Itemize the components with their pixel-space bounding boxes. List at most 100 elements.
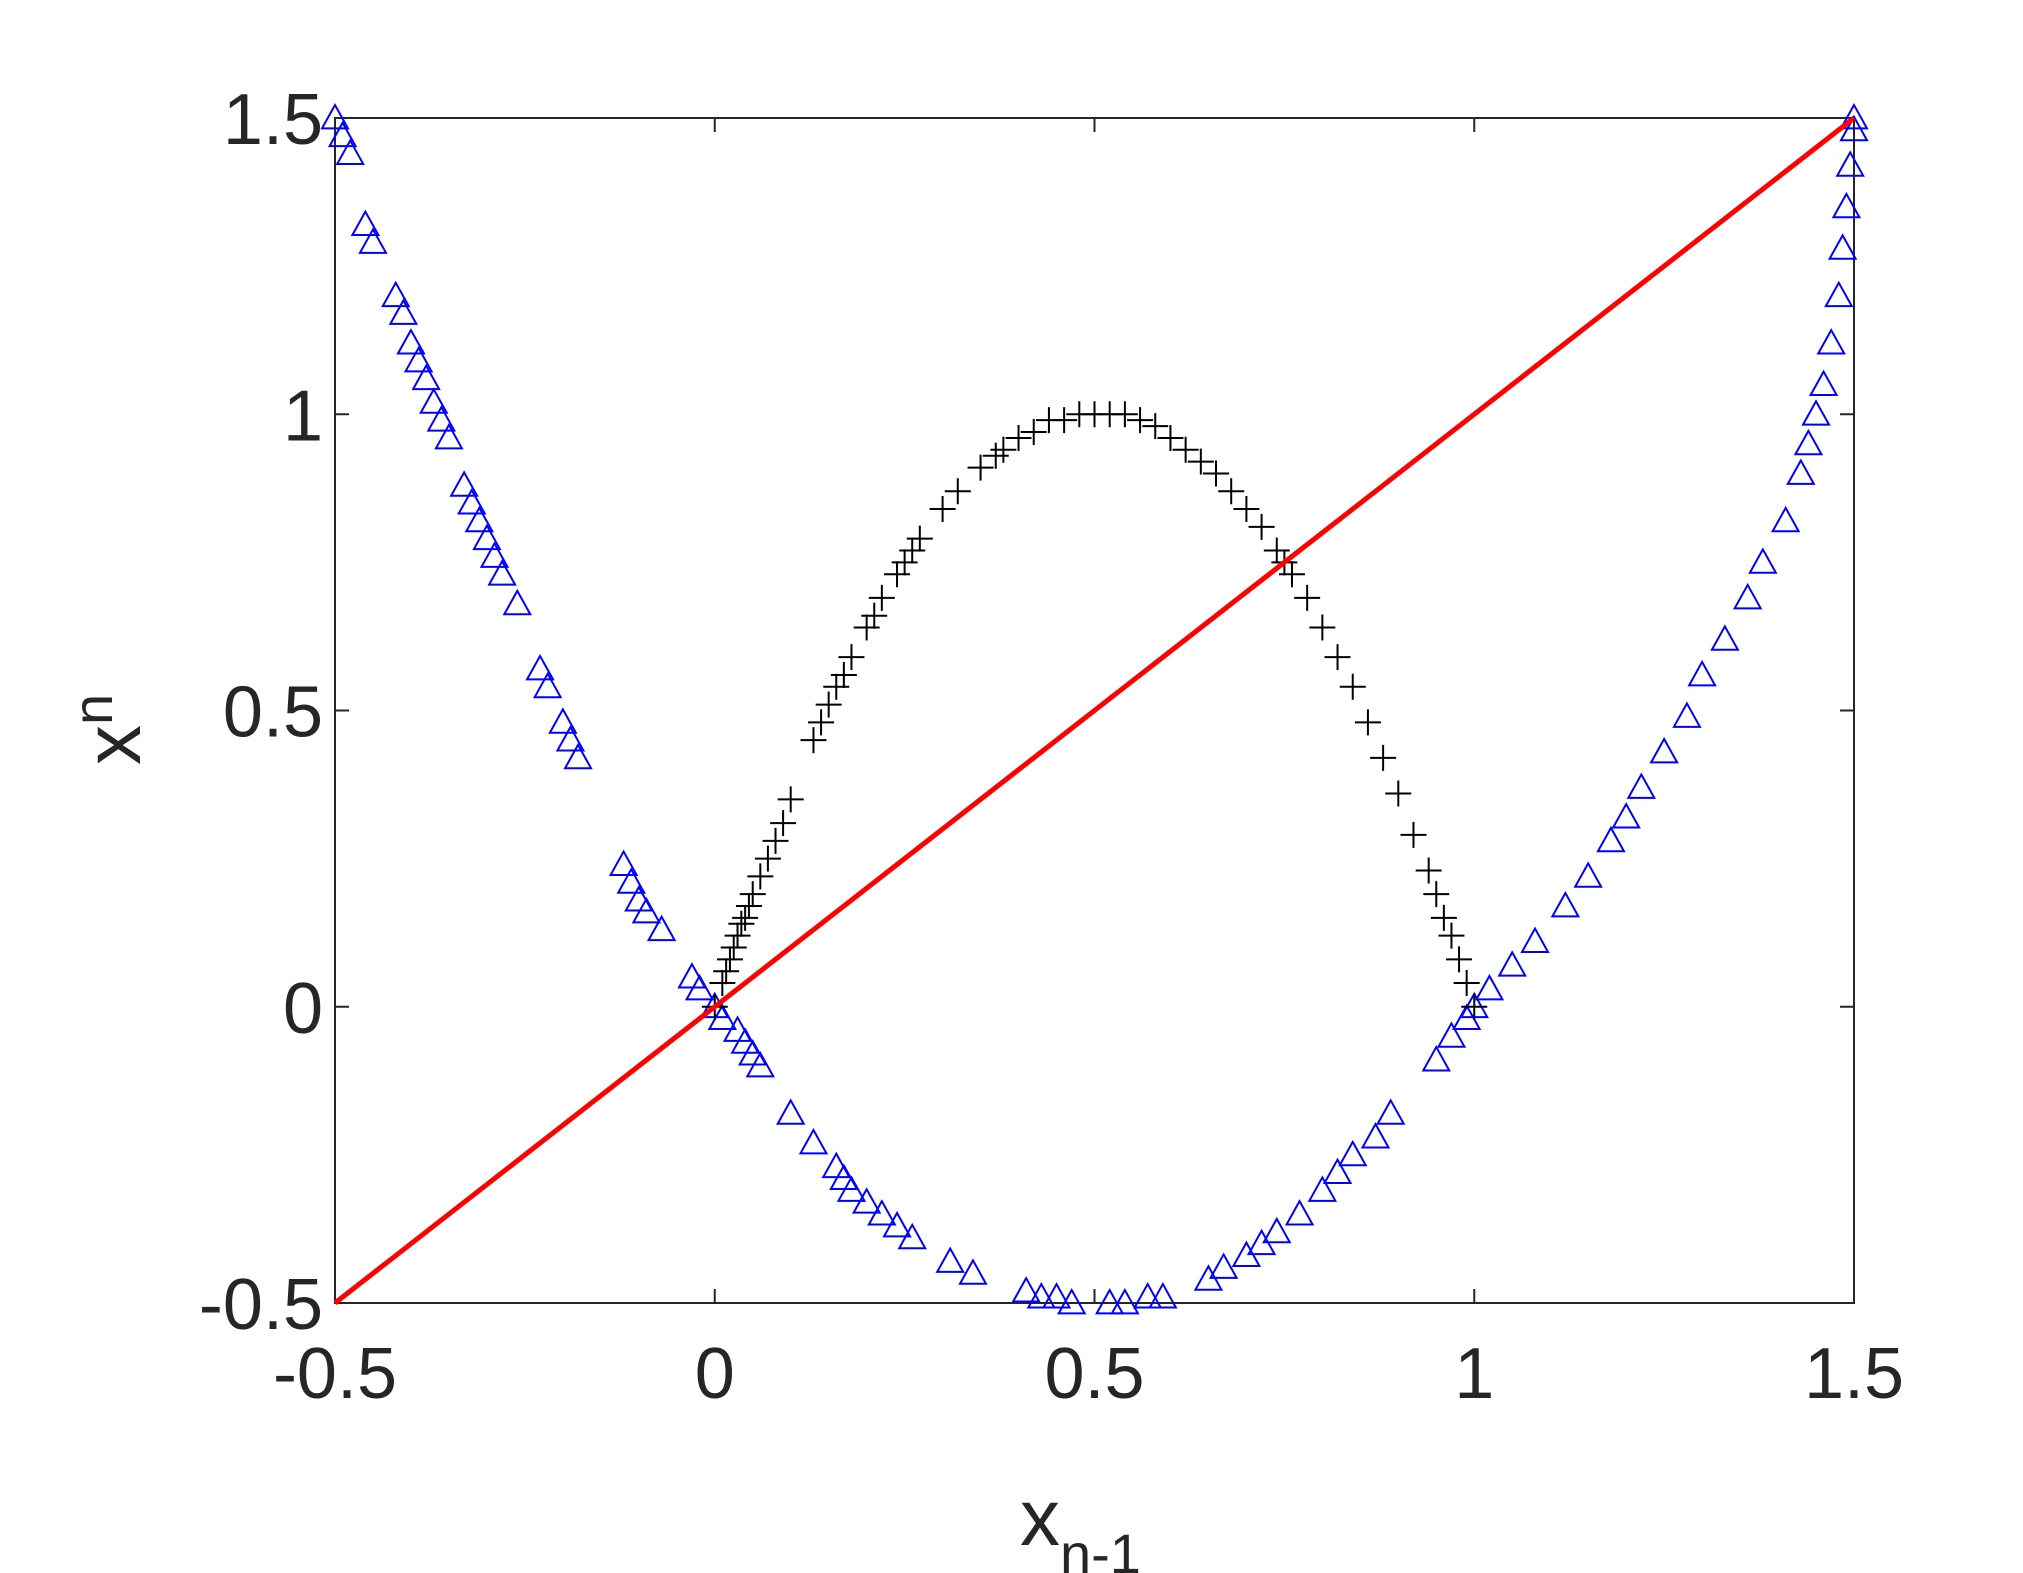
triangle-point (457, 488, 487, 515)
plus-point (929, 496, 956, 523)
plus-point (1423, 881, 1450, 908)
triangle-point (646, 914, 677, 942)
plus-point (891, 549, 918, 576)
triangle-point (396, 328, 426, 355)
triangle-point (419, 387, 449, 414)
plus-point (823, 673, 850, 700)
plus-point (1233, 496, 1260, 523)
triangle-point (958, 1258, 988, 1285)
triangle-point (403, 345, 434, 373)
triangle-point (1421, 1045, 1451, 1072)
triangle-point (1132, 1282, 1163, 1309)
plus-point (770, 810, 797, 837)
x-tick-label: 1.5 (1804, 1334, 1904, 1414)
triangle-point (882, 1210, 912, 1238)
triangle-point (388, 298, 419, 325)
triangle-point (1827, 233, 1858, 260)
triangle-point (1816, 328, 1846, 355)
plus-point (1020, 419, 1047, 446)
triangle-point (1338, 1139, 1368, 1167)
triangle-point (1808, 369, 1839, 397)
plus-point (944, 478, 971, 505)
triangle-point (1026, 1282, 1057, 1309)
triangle-point (677, 962, 707, 989)
y-tick-label: 1.5 (223, 80, 323, 160)
plus-point (884, 561, 911, 588)
triangle-point (1732, 582, 1763, 610)
plus-point (709, 970, 736, 997)
plus-point (1430, 904, 1457, 931)
triangle-point (1110, 1287, 1140, 1315)
x-tick-label: 0.5 (1044, 1334, 1144, 1414)
triangle-point (555, 725, 586, 752)
triangle-point (730, 1027, 760, 1054)
triangle-point (320, 102, 350, 130)
plus-series (701, 401, 1488, 1020)
triangle-point (358, 227, 388, 254)
tick-labels: -0.5 0 0.5 1 1.5 -0.5 0 0.5 1 1.5 (199, 80, 1904, 1414)
triangle-point (624, 885, 654, 912)
triangle-point (616, 867, 646, 894)
triangle-point (1497, 950, 1527, 977)
y-tick-label: -0.5 (199, 1265, 323, 1345)
plus-point (1354, 709, 1381, 736)
x-tick-label: -0.5 (273, 1334, 397, 1414)
triangle-point (745, 1050, 776, 1078)
triangle-point (1057, 1287, 1087, 1315)
triangle-point (327, 120, 358, 148)
plus-point (724, 922, 751, 949)
plus-point (1370, 744, 1397, 771)
triangle-point (1611, 802, 1641, 829)
plus-point (815, 691, 842, 718)
x-tick-label: 0 (695, 1334, 735, 1414)
plus-point (1278, 561, 1305, 588)
triangle-point (867, 1199, 897, 1226)
triangle-point (684, 973, 715, 1001)
triangle-point (1831, 191, 1862, 219)
triangle-point (935, 1246, 965, 1273)
triangle-point (1520, 926, 1550, 953)
triangle-point (350, 209, 381, 237)
plus-point (1461, 993, 1488, 1020)
triangle-point (563, 742, 593, 770)
plus-point (1142, 413, 1169, 440)
y-tick-label: 1 (283, 376, 323, 456)
triangle-point (1148, 1282, 1178, 1309)
plus-point (861, 602, 888, 629)
y-axis-label-sub: n (61, 694, 124, 725)
plus-point (762, 827, 789, 854)
triangle-point (426, 405, 457, 432)
triangle-point (707, 1003, 738, 1030)
plus-point (716, 946, 743, 973)
plus-point (1127, 407, 1154, 434)
triangle-point (411, 363, 441, 391)
triangle-point (1011, 1276, 1041, 1303)
triangle-point (897, 1222, 927, 1250)
plus-point (1172, 436, 1199, 463)
plus-point (990, 436, 1017, 463)
plus-point (838, 644, 865, 671)
triangle-point (1626, 772, 1657, 799)
x-tick-label: 1 (1454, 1334, 1494, 1414)
plus-point (1263, 537, 1290, 564)
plus-point (735, 893, 762, 920)
plus-point (808, 709, 835, 736)
plus-point (713, 958, 740, 985)
plus-point (982, 442, 1009, 469)
triangle-point (1208, 1252, 1239, 1279)
plus-point (967, 454, 994, 481)
triangle-point (1786, 458, 1816, 485)
plus-point (1187, 448, 1214, 475)
plus-point (1415, 857, 1442, 884)
triangle-point (851, 1187, 882, 1214)
plus-point (1203, 460, 1230, 487)
plus-point (754, 845, 781, 872)
plus-point (899, 537, 926, 564)
triangle-point (449, 470, 479, 497)
triangle-point (631, 896, 662, 924)
triangle-point (1770, 505, 1801, 533)
plus-point (1324, 644, 1351, 671)
plus-point (830, 661, 857, 688)
triangle-point (1307, 1175, 1338, 1202)
plus-point (853, 614, 880, 641)
